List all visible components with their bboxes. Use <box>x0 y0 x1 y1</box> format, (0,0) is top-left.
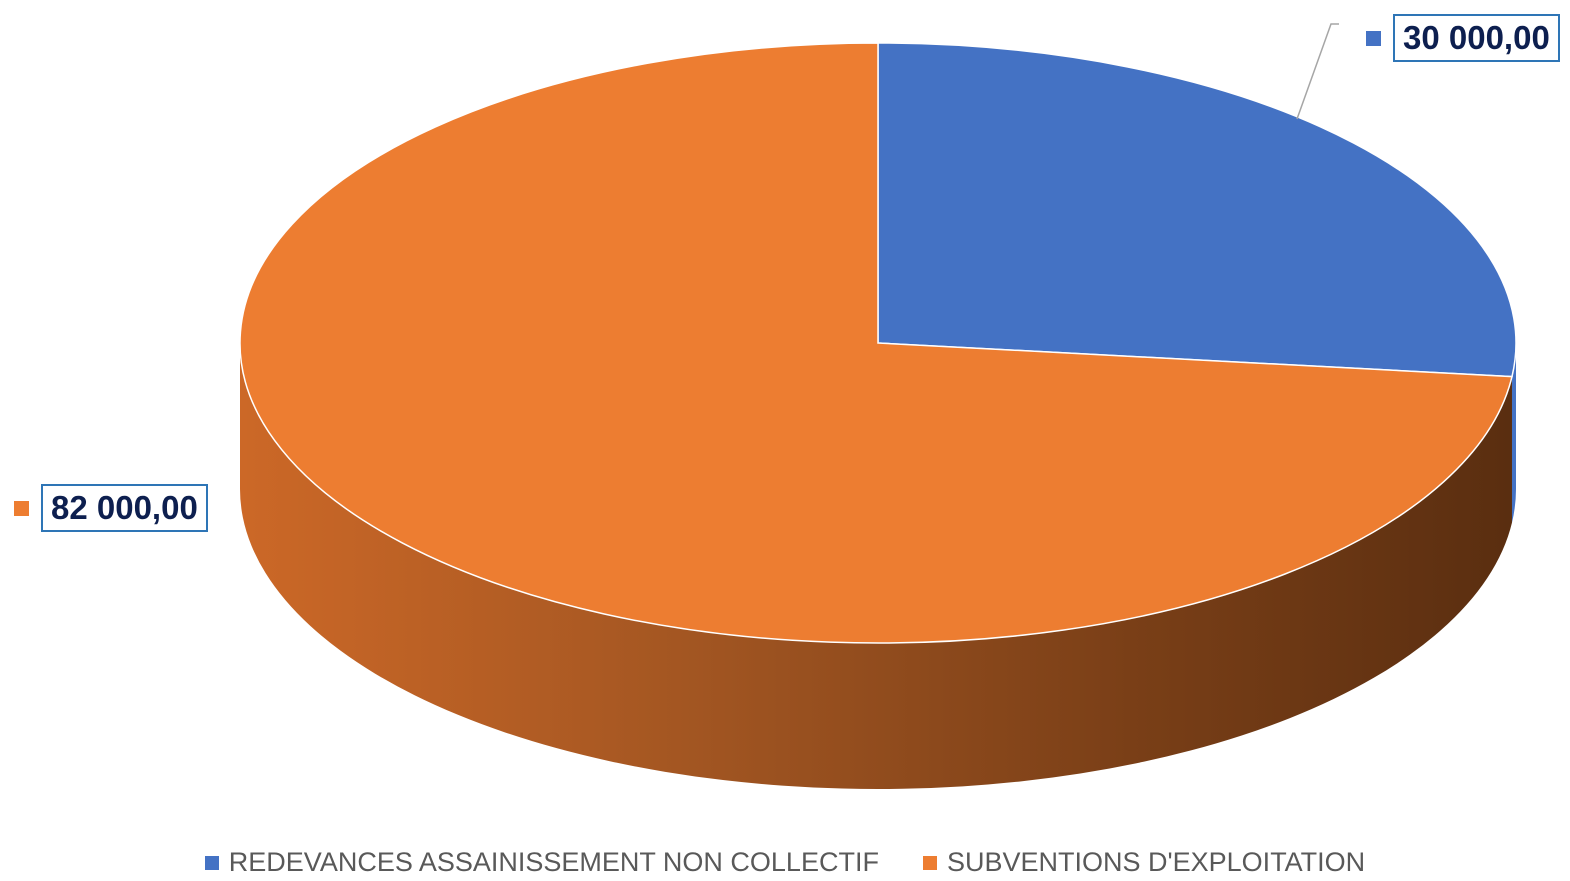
data-label-subventions: 82 000,00 <box>14 484 208 532</box>
pie-slice-subventions <box>239 42 1513 644</box>
leader-line-redevances <box>1296 23 1339 120</box>
legend: REDEVANCES ASSAINISSEMENT NON COLLECTIF … <box>0 844 1570 881</box>
data-label-redevances: 30 000,00 <box>1366 14 1560 62</box>
data-label-key-subventions <box>14 500 29 516</box>
pie-side-subventions <box>240 343 1512 790</box>
pie-side-redevances <box>1511 343 1516 523</box>
data-label-key-redevances <box>1366 30 1381 46</box>
legend-label-subventions: SUBVENTIONS D'EXPLOITATION <box>946 847 1366 877</box>
legend-label-redevances: REDEVANCES ASSAINISSEMENT NON COLLECTIF <box>228 847 879 877</box>
legend-swatch-subventions <box>922 855 937 870</box>
data-label-value-subventions: 82 000,00 <box>41 484 208 532</box>
legend-item-redevances: REDEVANCES ASSAINISSEMENT NON COLLECTIF <box>204 847 879 878</box>
legend-item-subventions: SUBVENTIONS D'EXPLOITATION <box>922 847 1366 878</box>
pie-slice-redevances <box>877 42 1517 378</box>
data-label-value-redevances: 30 000,00 <box>1393 14 1560 62</box>
legend-swatch-redevances <box>204 855 219 870</box>
